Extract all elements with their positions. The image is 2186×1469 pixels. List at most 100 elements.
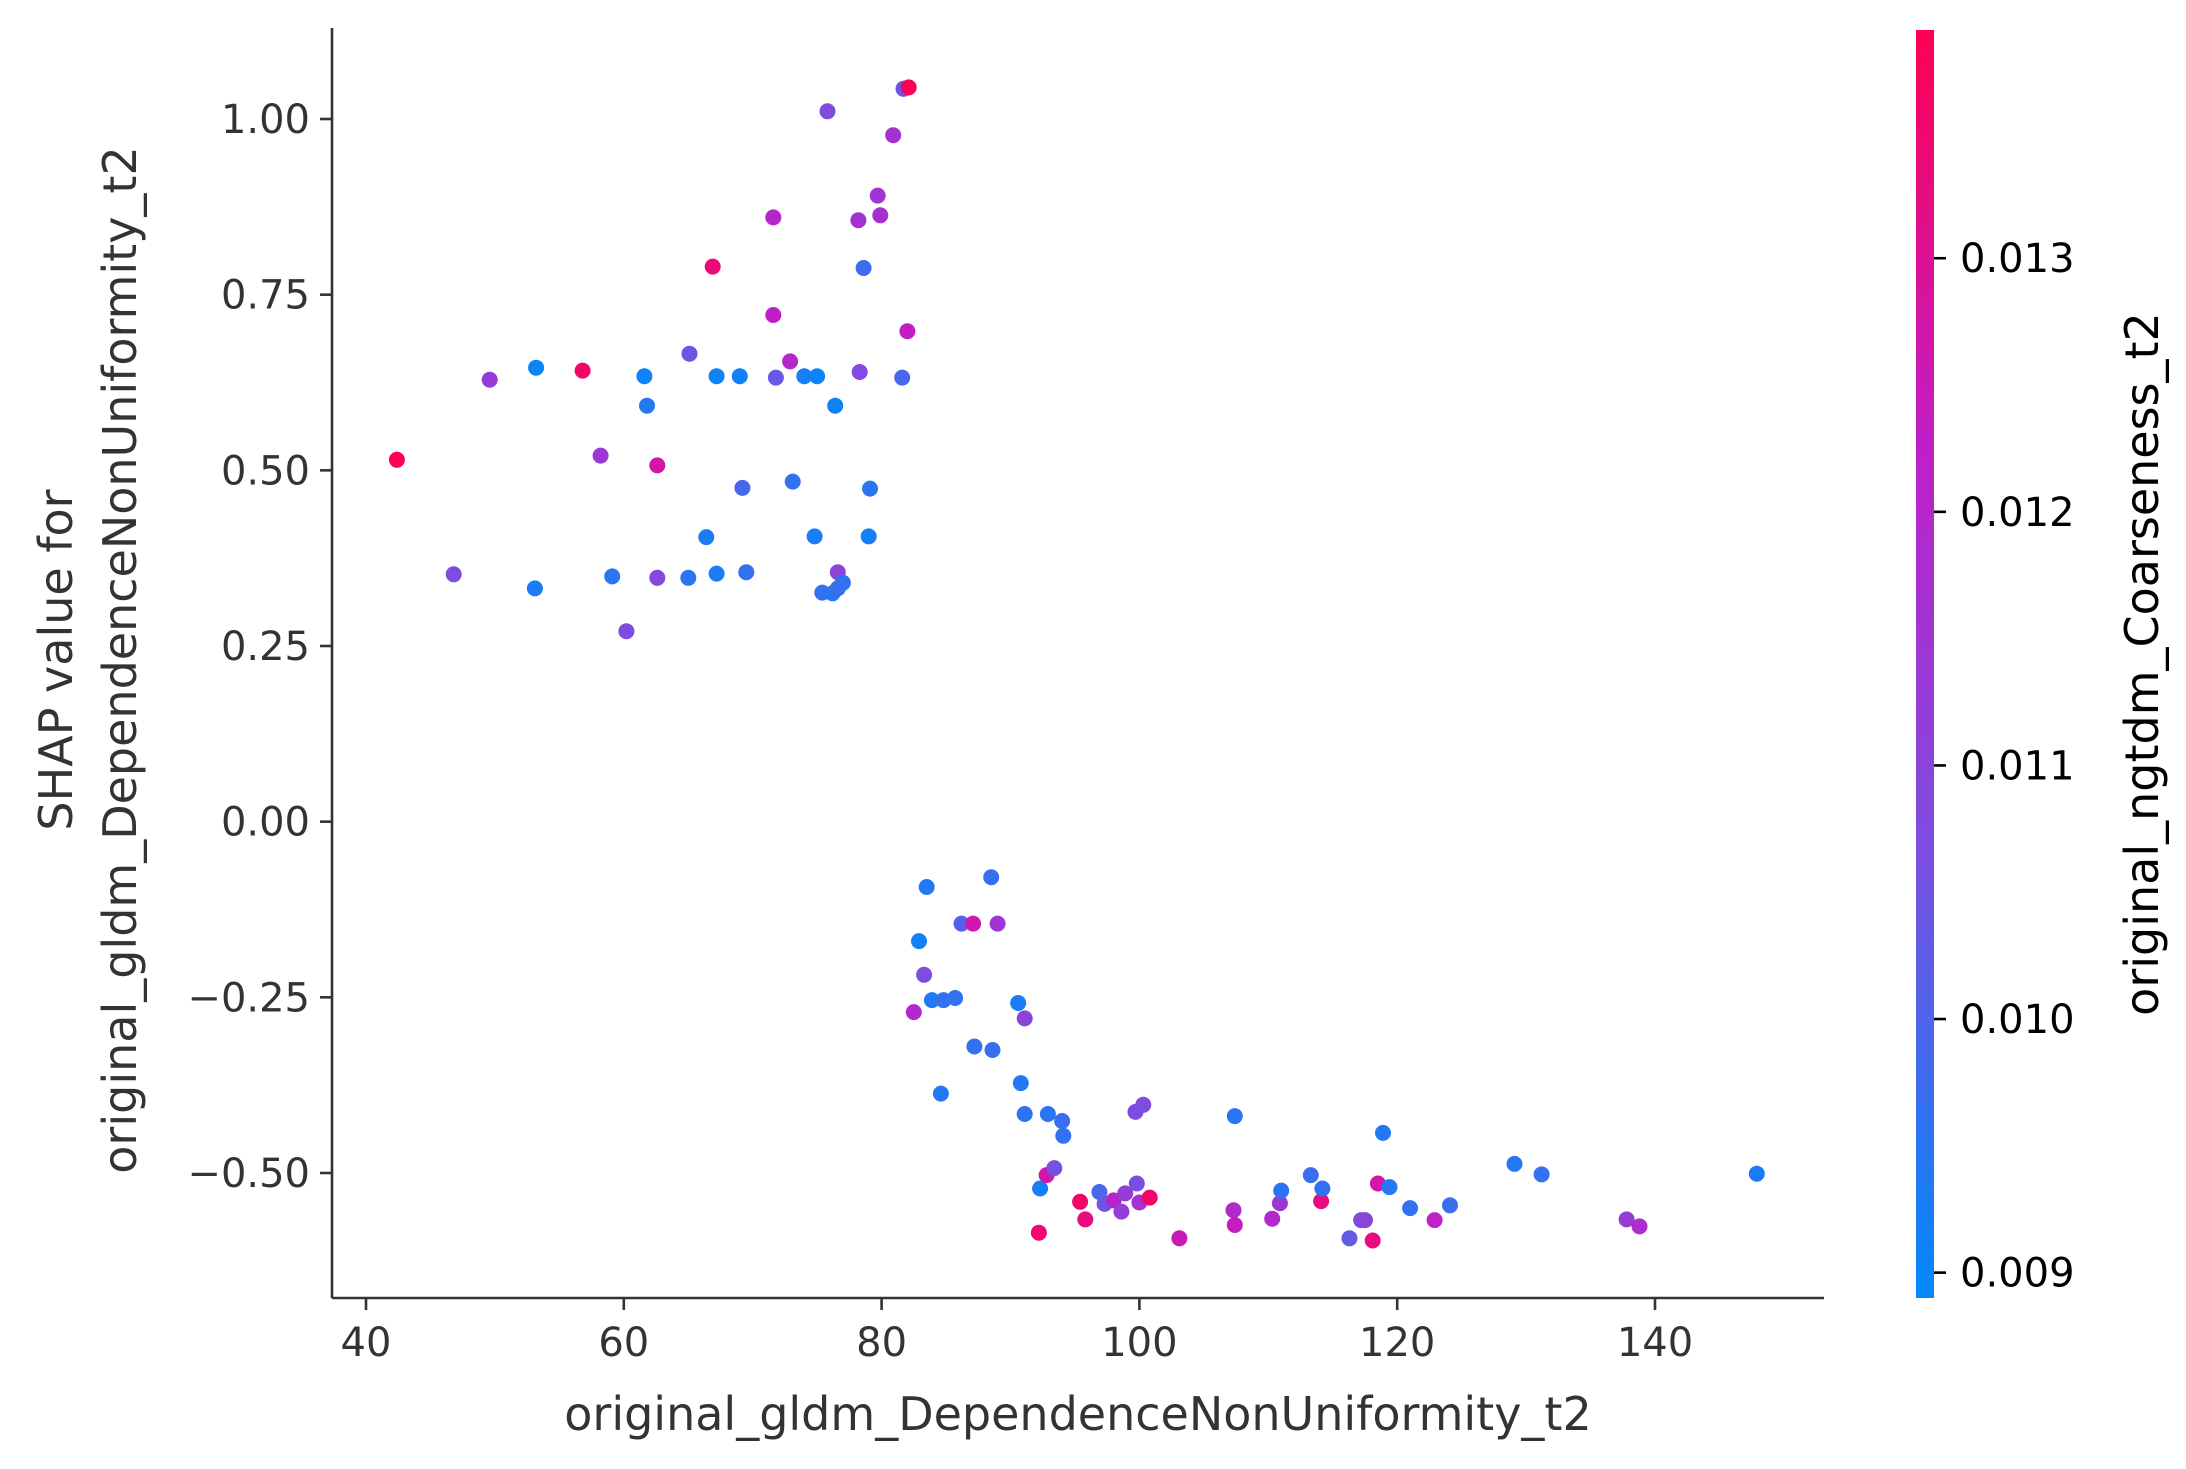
y-axis-label-line-2-text: original_gldm_DependenceNonUniformity_t2 — [93, 146, 147, 1173]
scatter-point — [528, 359, 545, 376]
colorbar-gradient — [1916, 30, 1934, 1298]
scatter-points — [388, 79, 1765, 1249]
scatter-point — [984, 1042, 1001, 1058]
scatter-point — [1016, 1106, 1033, 1122]
scatter-point — [765, 307, 782, 323]
scatter-point — [1264, 1210, 1281, 1227]
scatter-point — [869, 187, 886, 204]
scatter-point — [1039, 1106, 1056, 1122]
y-tick-label: −0.50 — [187, 1151, 310, 1197]
scatter-point — [1226, 1108, 1243, 1125]
y-axis-ticks: 1.00 0.75 0.50 0.25 0.00 −0.25 −0.50 — [187, 97, 332, 1197]
scatter-point — [618, 623, 635, 640]
scatter-point — [445, 566, 462, 583]
scatter-point — [965, 915, 982, 932]
scatter-point — [1113, 1203, 1130, 1220]
scatter-point — [784, 473, 801, 490]
scatter-point — [1072, 1193, 1089, 1210]
plot-area: 40 60 80 100 120 140 1.00 0.75 0.50 0.25 0.00 −0.2… — [187, 28, 1824, 1366]
y-tick-label: 0.50 — [221, 448, 310, 494]
colorbar-tick-label: 0.009 — [1960, 1251, 2075, 1297]
x-axis-label: original_gldm_DependenceNonUniformity_t2 — [564, 1387, 1591, 1441]
scatter-point — [1273, 1182, 1290, 1199]
scatter-point — [1748, 1165, 1765, 1182]
scatter-point — [1135, 1096, 1152, 1113]
scatter-point — [966, 1038, 983, 1055]
x-tick-label: 80 — [856, 1320, 907, 1366]
scatter-point — [1618, 1211, 1635, 1228]
scatter-point — [1055, 1127, 1072, 1144]
scatter-point — [1225, 1202, 1242, 1219]
colorbar-tick-label: 0.013 — [1960, 236, 2075, 282]
scatter-point — [481, 371, 498, 388]
scatter-point — [649, 569, 666, 586]
colorbar: 0.013 0.012 0.011 0.010 0.009 original_ngtdm… — [1916, 30, 2169, 1298]
scatter-point — [1010, 995, 1027, 1011]
scatter-point — [708, 565, 725, 582]
x-tick-label: 60 — [598, 1320, 649, 1366]
scatter-point — [1032, 1180, 1049, 1197]
scatter-point — [899, 323, 916, 340]
scatter-point — [905, 1004, 922, 1021]
colorbar-tick-label: 0.010 — [1960, 997, 2075, 1043]
scatter-point — [872, 207, 889, 224]
scatter-point — [850, 212, 867, 229]
scatter-point — [851, 364, 868, 380]
scatter-point — [806, 528, 823, 545]
scatter-point — [1442, 1197, 1458, 1214]
scatter-point — [1105, 1192, 1122, 1209]
scatter-point — [894, 369, 911, 386]
scatter-point — [1533, 1166, 1550, 1183]
scatter-point — [708, 368, 725, 385]
scatter-point — [918, 879, 935, 895]
x-tick-label: 120 — [1359, 1320, 1435, 1366]
scatter-point — [809, 368, 826, 385]
scatter-point — [947, 990, 964, 1006]
colorbar-label: original_ngtdm_Coarseness_t2 — [2115, 312, 2169, 1016]
scatter-point — [1402, 1200, 1419, 1217]
scatter-point — [1375, 1124, 1391, 1141]
scatter-point — [604, 568, 621, 585]
scatter-point — [1381, 1179, 1398, 1196]
scatter-point — [1314, 1180, 1331, 1197]
scatter-point — [900, 79, 917, 96]
scatter-point — [1046, 1160, 1063, 1177]
scatter-point — [1016, 1010, 1033, 1027]
scatter-point — [1313, 1193, 1330, 1210]
scatter-point — [649, 457, 666, 474]
y-axis-label-line-1-text: SHAP value for — [29, 489, 83, 830]
scatter-point — [1141, 1189, 1158, 1206]
scatter-point — [862, 480, 878, 497]
scatter-point — [1030, 1224, 1047, 1241]
y-tick-label: 1.00 — [221, 97, 310, 143]
scatter-point — [592, 447, 609, 464]
scatter-point — [765, 209, 782, 226]
scatter-point — [1364, 1232, 1381, 1249]
scatter-point — [1077, 1211, 1094, 1228]
x-axis-ticks: 40 60 80 100 120 140 — [341, 1298, 1693, 1366]
scatter-point — [1054, 1113, 1071, 1129]
scatter-point — [1117, 1185, 1134, 1202]
scatter-point — [834, 574, 851, 591]
y-tick-label: −0.25 — [187, 975, 310, 1021]
scatter-point — [1357, 1212, 1373, 1229]
colorbar-ticks: 0.013 0.012 0.011 0.010 0.009 — [1934, 236, 2075, 1297]
scatter-point — [1426, 1212, 1443, 1229]
scatter-point — [855, 260, 872, 276]
scatter-point — [639, 397, 655, 414]
scatter-point — [738, 564, 755, 581]
y-tick-label: 0.25 — [221, 624, 310, 670]
scatter-point — [681, 345, 698, 362]
y-tick-label: 0.75 — [221, 273, 310, 319]
scatter-point — [636, 368, 653, 385]
scatter-point — [1128, 1175, 1145, 1192]
scatter-point — [1171, 1230, 1188, 1247]
scatter-point — [989, 915, 1006, 932]
scatter-point — [388, 451, 405, 468]
scatter-point — [932, 1085, 949, 1102]
scatter-point — [782, 353, 799, 370]
scatter-point — [574, 362, 591, 379]
scatter-point — [796, 368, 813, 385]
scatter-point — [698, 529, 715, 546]
colorbar-tick-label: 0.012 — [1960, 490, 2075, 536]
